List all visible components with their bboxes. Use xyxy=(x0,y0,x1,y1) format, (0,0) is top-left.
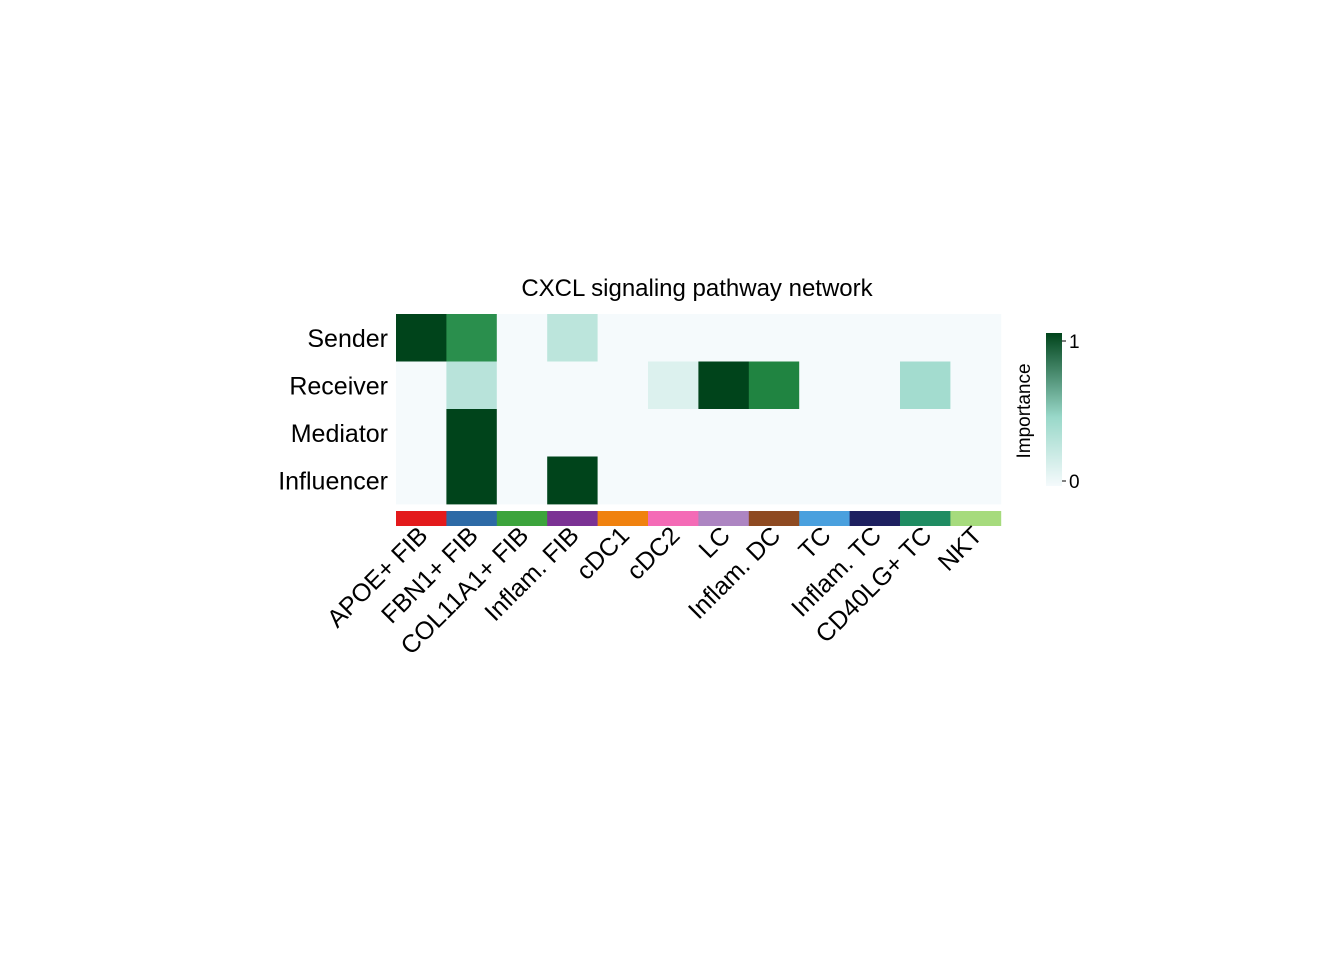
heatmap-cell xyxy=(446,456,498,505)
column-color-swatch xyxy=(849,511,901,526)
heatmap-cell xyxy=(597,361,649,410)
colorbar-gradient xyxy=(1046,333,1062,486)
column-color-swatch xyxy=(446,511,498,526)
heatmap-cell xyxy=(748,456,800,505)
heatmap-cell xyxy=(547,456,598,505)
heatmap-cell xyxy=(547,314,598,362)
heatmap-cells xyxy=(396,314,1002,505)
heatmap-cell xyxy=(950,409,1002,457)
colorbar: 1 0 Importance xyxy=(1014,332,1080,493)
heatmap-cell xyxy=(396,409,447,457)
heatmap-cell xyxy=(900,456,951,505)
heatmap-cell xyxy=(496,361,548,410)
heatmap-cell xyxy=(900,314,951,362)
column-label: Inflam. DC xyxy=(683,521,786,624)
heatmap-cell xyxy=(547,409,598,457)
heatmap-cell xyxy=(799,456,850,505)
heatmap-cell xyxy=(396,314,447,362)
heatmap-cell xyxy=(950,456,1002,505)
heatmap-cell xyxy=(950,314,1002,362)
column-label: cDC2 xyxy=(621,521,685,585)
heatmap-cell xyxy=(748,314,800,362)
heatmap-cell xyxy=(648,456,699,505)
row-label: Sender xyxy=(307,325,388,353)
heatmap-cell xyxy=(748,409,800,457)
row-labels: Sender Receiver Mediator Influencer xyxy=(278,325,388,496)
heatmap-cell xyxy=(849,456,901,505)
heatmap-cell xyxy=(496,314,548,362)
column-color-swatch xyxy=(597,511,649,526)
heatmap-cell xyxy=(698,314,750,362)
column-color-swatch xyxy=(648,511,699,526)
heatmap-cell xyxy=(799,361,850,410)
heatmap-cell xyxy=(698,361,750,410)
row-label: Influencer xyxy=(278,467,388,495)
colorbar-max-label: 1 xyxy=(1069,332,1080,353)
heatmap-cell xyxy=(496,456,548,505)
column-color-bar xyxy=(396,511,1002,526)
heatmap-cell xyxy=(849,361,901,410)
heatmap-cell xyxy=(446,314,498,362)
colorbar-min-label: 0 xyxy=(1069,472,1080,493)
heatmap-cell xyxy=(597,314,649,362)
heatmap-cell xyxy=(799,314,850,362)
heatmap-cell xyxy=(446,361,498,410)
column-color-swatch xyxy=(900,511,951,526)
heatmap-cell xyxy=(446,409,498,457)
heatmap-cell xyxy=(396,361,447,410)
heatmap-cell xyxy=(748,361,800,410)
colorbar-title: Importance xyxy=(1014,363,1035,458)
heatmap-cell xyxy=(698,456,750,505)
column-color-swatch xyxy=(748,511,800,526)
heatmap-cell xyxy=(950,361,1002,410)
heatmap-cell xyxy=(698,409,750,457)
heatmap-cell xyxy=(547,361,598,410)
heatmap-cell xyxy=(900,409,951,457)
column-color-swatch xyxy=(496,511,548,526)
row-label: Receiver xyxy=(289,372,388,400)
heatmap-cell xyxy=(799,409,850,457)
column-color-swatch xyxy=(396,511,447,526)
column-color-swatch xyxy=(698,511,750,526)
heatmap-cell xyxy=(496,409,548,457)
column-color-swatch xyxy=(799,511,850,526)
heatmap-cell xyxy=(900,361,951,410)
column-label: cDC1 xyxy=(571,521,635,585)
column-label: NKT xyxy=(933,521,988,576)
heatmap-cell xyxy=(849,314,901,362)
heatmap-cell xyxy=(648,409,699,457)
column-color-swatch xyxy=(950,511,1002,526)
heatmap-cell xyxy=(648,361,699,410)
heatmap-cell xyxy=(597,409,649,457)
row-label: Mediator xyxy=(291,420,388,448)
heatmap-cell xyxy=(648,314,699,362)
heatmap-cell xyxy=(396,456,447,505)
chart-title: CXCL signaling pathway network xyxy=(521,275,873,302)
column-color-swatch xyxy=(547,511,598,526)
heatmap-cell xyxy=(849,409,901,457)
heatmap-cell xyxy=(597,456,649,505)
